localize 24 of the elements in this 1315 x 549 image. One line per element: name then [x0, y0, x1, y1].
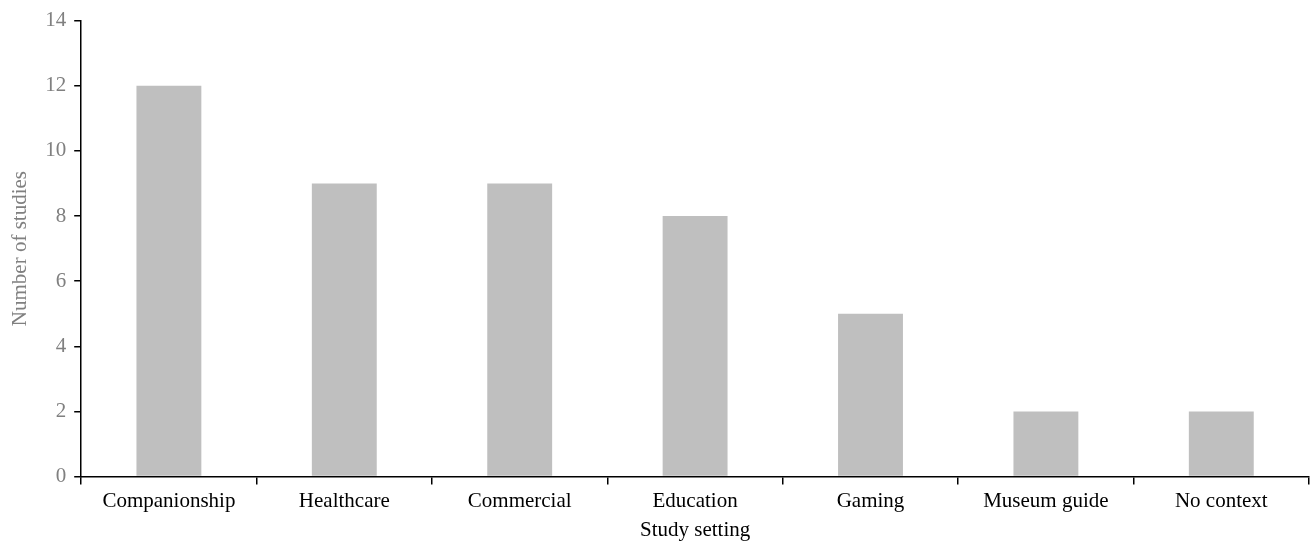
y-tick-label: 6 — [55, 267, 67, 292]
bar — [662, 216, 728, 476]
y-tick-label: 10 — [45, 137, 67, 162]
bar — [1188, 411, 1254, 476]
x-tick-label: No context — [1174, 487, 1268, 512]
x-tick-label: Commercial — [467, 487, 572, 512]
bar — [838, 313, 903, 476]
bar — [1013, 411, 1079, 476]
y-tick-label: 12 — [45, 72, 67, 97]
x-tick-label: Museum guide — [983, 487, 1109, 512]
y-tick-label: 2 — [55, 397, 67, 422]
x-tick-label: Healthcare — [298, 487, 390, 512]
x-axis-title: Study setting — [639, 516, 751, 541]
x-tick-label: Gaming — [836, 487, 905, 512]
bar — [136, 85, 202, 476]
bar — [487, 183, 553, 476]
y-tick-label: 8 — [55, 202, 67, 227]
y-tick-label: 0 — [55, 463, 67, 488]
x-tick-label: Companionship — [102, 487, 236, 512]
y-tick-label: 14 — [45, 7, 67, 32]
x-tick-label: Education — [652, 487, 739, 512]
y-tick-label: 4 — [55, 332, 67, 357]
bar — [311, 183, 377, 476]
y-axis-title: Number of studies — [7, 171, 32, 327]
